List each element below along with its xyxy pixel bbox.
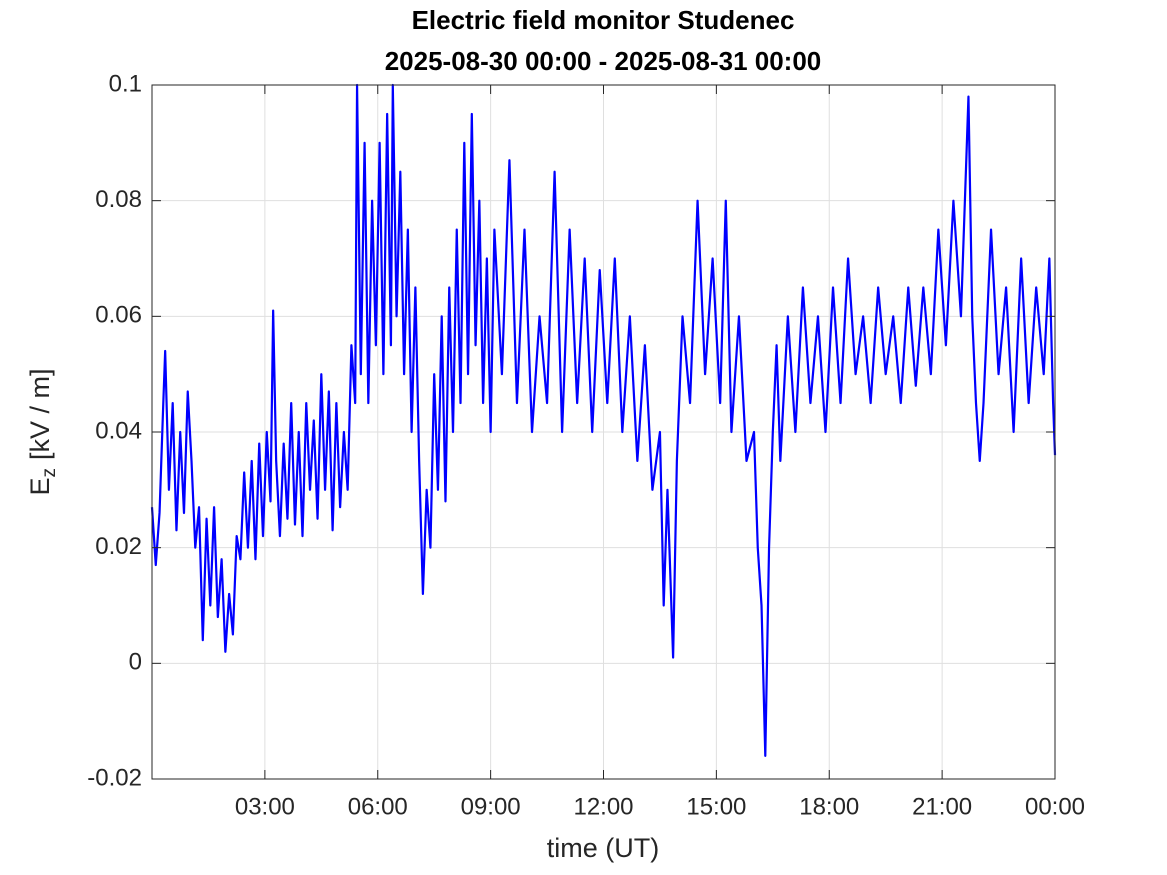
x-tick-label: 15:00: [686, 793, 746, 820]
x-tick-label: 09:00: [461, 793, 521, 820]
y-tick-label: 0.04: [95, 417, 142, 444]
y-axis-label: Ez [kV / m]: [25, 368, 60, 495]
y-tick-label: 0.08: [95, 186, 142, 213]
y-tick-label: 0.1: [109, 70, 142, 97]
chart-subtitle: 2025-08-30 00:00 - 2025-08-31 00:00: [385, 46, 822, 76]
x-tick-label: 21:00: [912, 793, 972, 820]
y-label-main: E: [25, 478, 55, 496]
y-tick-label: 0.06: [95, 302, 142, 329]
x-tick-label: 03:00: [235, 793, 295, 820]
ticks: -0.02 0 0.02 0.04 0.06 0.08 0.1 03:00 06:00 09:00…: [87, 70, 1085, 820]
x-axis-label: time (UT): [547, 833, 659, 863]
x-tick-label: 18:00: [799, 793, 859, 820]
x-tick-label: 12:00: [573, 793, 633, 820]
x-tick-label: 06:00: [348, 793, 408, 820]
y-label-unit: [kV / m]: [25, 368, 55, 460]
x-tick-label: 00:00: [1025, 793, 1085, 820]
y-tick-label: 0.02: [95, 533, 142, 560]
y-tick-label: -0.02: [87, 764, 142, 791]
data-line: [150, 83, 1057, 757]
lines: [150, 83, 1057, 757]
chart-title: Electric field monitor Studenec: [412, 5, 795, 35]
y-label-sub: z: [39, 468, 60, 478]
y-tick-label: 0: [129, 649, 142, 676]
